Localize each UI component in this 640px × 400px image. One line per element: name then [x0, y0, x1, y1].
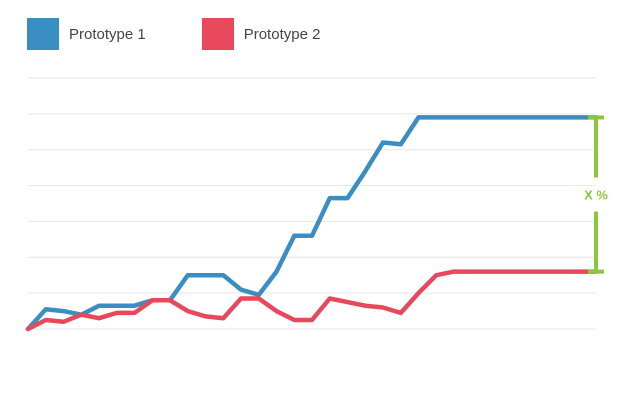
legend-swatch-prototype-2 [201, 18, 234, 50]
gridlines [28, 77, 596, 330]
series-line-prototype-2 [25, 269, 599, 332]
difference-label: X % [584, 188, 608, 203]
legend-label-prototype-2: Prototype 2 [243, 25, 321, 43]
series-lines [25, 115, 599, 332]
legend-label-prototype-1: Prototype 1 [69, 25, 146, 43]
series-line-prototype-1 [25, 115, 599, 332]
legend: Prototype 1 Prototype 2 [27, 18, 376, 50]
difference-annotation: X % [584, 115, 608, 274]
legend-swatch-prototype-1 [27, 18, 59, 50]
legend-item-prototype-1: Prototype 1 [27, 18, 146, 50]
legend-item-prototype-2: Prototype 2 [201, 18, 321, 50]
